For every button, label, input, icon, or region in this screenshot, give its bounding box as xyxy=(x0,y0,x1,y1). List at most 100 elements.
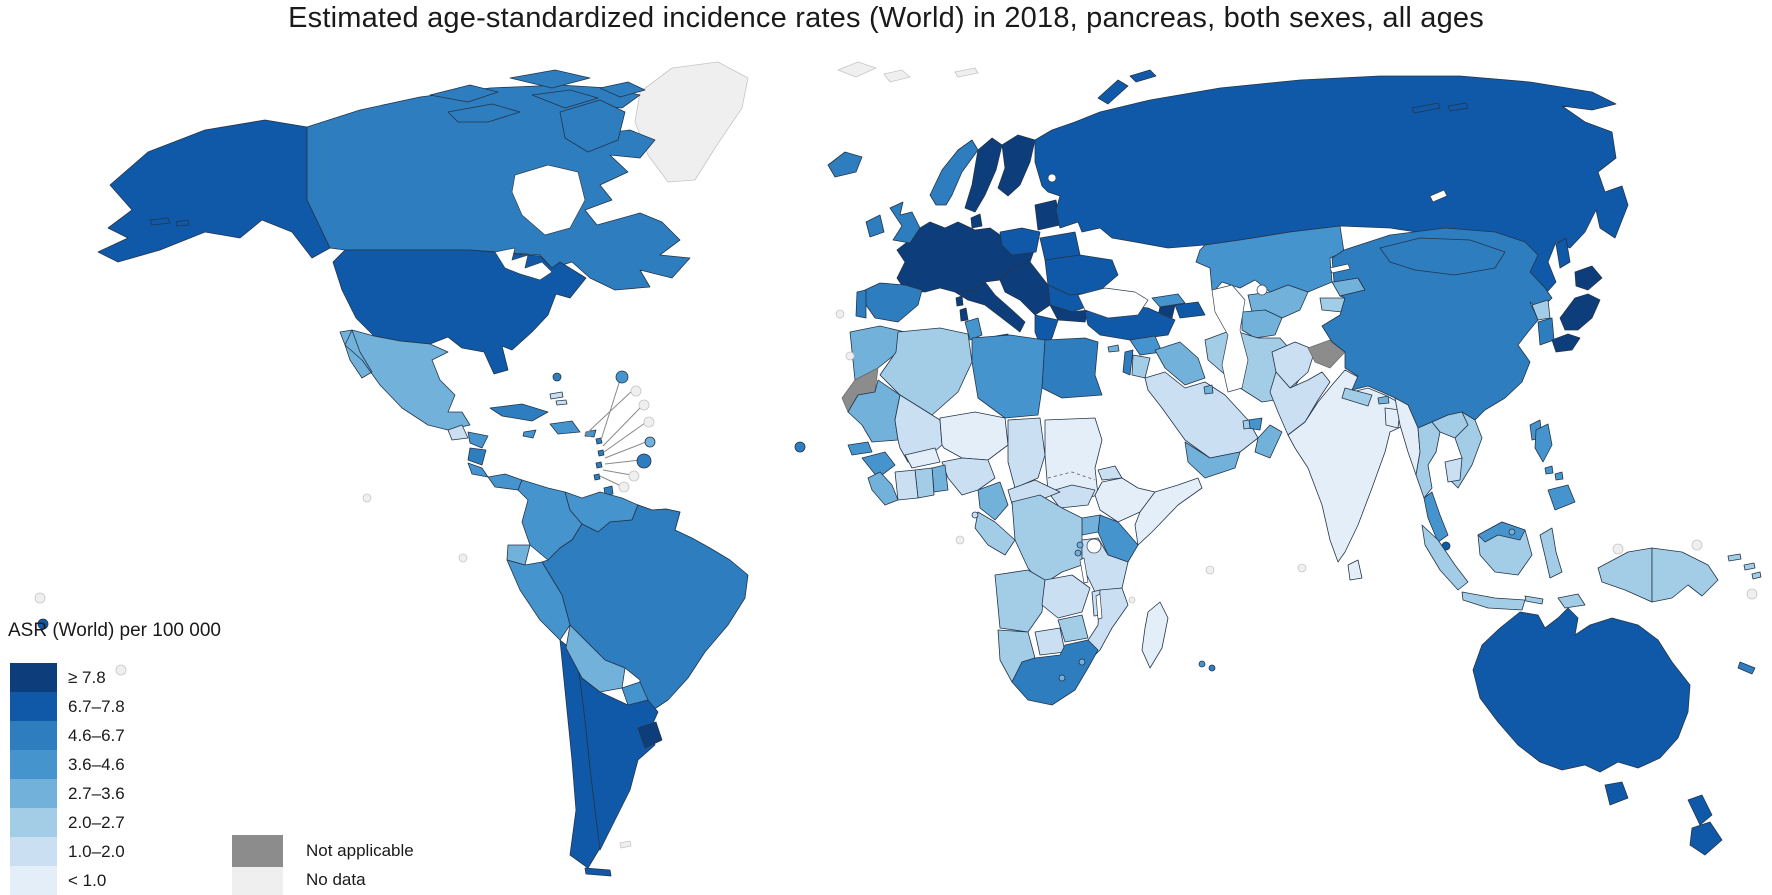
country-angola[interactable] xyxy=(994,569,1046,633)
country-trinidad[interactable] xyxy=(603,485,614,496)
country-denmark[interactable] xyxy=(970,213,983,229)
country-rwanda[interactable] xyxy=(1076,541,1084,549)
island-circle[interactable] xyxy=(115,664,127,676)
country-senegal[interactable] xyxy=(847,441,873,456)
country-cape-verde[interactable] xyxy=(794,441,806,453)
country-poland[interactable] xyxy=(999,227,1041,256)
region-balkans[interactable] xyxy=(999,261,1051,316)
country-papua-new-guinea[interactable] xyxy=(1651,547,1719,603)
country-azerbaijan[interactable] xyxy=(1174,301,1206,319)
island-madeira[interactable] xyxy=(835,309,845,319)
island-circle[interactable] xyxy=(34,592,46,604)
country-ireland[interactable] xyxy=(865,214,885,238)
country-botswana[interactable] xyxy=(1034,627,1066,656)
caribbean-island-circle[interactable] xyxy=(643,416,655,428)
country-canada-arctic-islands[interactable] xyxy=(429,69,646,153)
country-iceland[interactable] xyxy=(827,151,863,178)
country-thailand[interactable] xyxy=(1415,421,1441,499)
country-malaysia-borneo[interactable] xyxy=(1477,521,1526,543)
country-south-korea[interactable] xyxy=(1537,317,1555,346)
country-sierra-leone-liberia[interactable] xyxy=(867,471,899,506)
region-kashmir[interactable] xyxy=(1307,339,1346,369)
country-uganda[interactable] xyxy=(1081,514,1101,536)
country-hispaniola[interactable] xyxy=(549,420,581,435)
caribbean-island-circle[interactable] xyxy=(630,385,642,397)
caribbean-island-circle[interactable] xyxy=(628,470,640,482)
country-brunei[interactable] xyxy=(1508,528,1516,536)
country-somalia[interactable] xyxy=(1134,477,1203,546)
country-turkmenistan[interactable] xyxy=(1241,309,1283,339)
country-new-caledonia[interactable] xyxy=(1737,661,1756,675)
country-usa-hawaii[interactable] xyxy=(37,618,49,630)
country-nepal[interactable] xyxy=(1341,387,1373,407)
country-jordan[interactable] xyxy=(1131,354,1151,379)
country-jamaica[interactable] xyxy=(522,429,537,439)
country-eritrea[interactable] xyxy=(1097,465,1123,481)
country-bahamas[interactable] xyxy=(549,391,568,406)
country-mozambique[interactable] xyxy=(1084,587,1129,663)
island-circle[interactable] xyxy=(1691,539,1703,551)
country-bolivia[interactable] xyxy=(565,624,626,693)
country-drc[interactable] xyxy=(1011,494,1083,586)
island-circle[interactable] xyxy=(362,493,372,503)
country-russia[interactable] xyxy=(1034,75,1629,303)
country-united-kingdom[interactable] xyxy=(889,201,921,244)
country-egypt[interactable] xyxy=(1041,337,1103,399)
country-sri-lanka[interactable] xyxy=(1347,559,1363,581)
country-qatar[interactable] xyxy=(1242,419,1251,430)
country-north-korea[interactable] xyxy=(1531,299,1551,321)
country-lesotho[interactable] xyxy=(1058,674,1066,682)
country-malaysia-peninsular[interactable] xyxy=(1423,491,1449,543)
country-guinea[interactable] xyxy=(861,451,896,479)
caribbean-island-circle[interactable] xyxy=(636,453,652,469)
country-russia-sakhalin[interactable] xyxy=(1555,237,1571,269)
country-maldives[interactable] xyxy=(1297,563,1307,573)
country-australia[interactable] xyxy=(1472,607,1691,806)
country-nigeria[interactable] xyxy=(941,457,996,496)
island-circle[interactable] xyxy=(458,553,468,563)
country-uruguay[interactable] xyxy=(637,721,663,749)
country-bermuda[interactable] xyxy=(552,372,562,382)
country-bhutan[interactable] xyxy=(1377,395,1390,405)
country-norway[interactable] xyxy=(929,139,979,206)
country-niger[interactable] xyxy=(939,411,1009,461)
country-cuba[interactable] xyxy=(489,403,549,422)
country-timor-leste[interactable] xyxy=(1557,593,1586,609)
country-libya[interactable] xyxy=(971,334,1046,419)
caribbean-island-circle[interactable] xyxy=(638,399,650,411)
country-burkina-faso[interactable] xyxy=(904,447,941,469)
caribbean-island-circle[interactable] xyxy=(644,436,656,448)
country-bangladesh[interactable] xyxy=(1384,407,1401,429)
country-iraq[interactable] xyxy=(1154,341,1206,386)
country-cameroon[interactable] xyxy=(977,481,1009,521)
country-zimbabwe[interactable] xyxy=(1057,614,1089,643)
country-mongolia[interactable] xyxy=(1379,237,1506,276)
country-kuwait[interactable] xyxy=(1203,384,1214,395)
country-falkland-islands[interactable] xyxy=(619,840,632,849)
island-circle[interactable] xyxy=(1612,543,1624,555)
country-zambia[interactable] xyxy=(1041,574,1091,619)
country-algeria[interactable] xyxy=(879,327,973,416)
country-russia-arctic-islands[interactable] xyxy=(1097,69,1469,114)
country-japan[interactable] xyxy=(1551,265,1603,353)
country-fiji[interactable] xyxy=(1746,588,1758,600)
island-canary[interactable] xyxy=(845,351,855,361)
country-comoros[interactable] xyxy=(1128,596,1136,604)
country-yemen[interactable] xyxy=(1184,441,1241,479)
country-chad[interactable] xyxy=(1007,417,1046,489)
country-paraguay[interactable] xyxy=(621,681,649,706)
country-mauritius[interactable] xyxy=(1198,660,1206,668)
country-panama[interactable] xyxy=(487,473,523,491)
country-lesser-antilles[interactable] xyxy=(593,437,605,481)
country-philippines[interactable] xyxy=(1534,423,1576,511)
country-madagascar[interactable] xyxy=(1141,601,1169,669)
country-seychelles[interactable] xyxy=(1205,565,1215,575)
country-solomon-islands[interactable] xyxy=(1727,553,1762,580)
country-usa[interactable] xyxy=(332,249,587,375)
country-indonesia[interactable] xyxy=(1421,521,1653,611)
country-eswatini[interactable] xyxy=(1078,658,1086,666)
country-finland[interactable] xyxy=(997,134,1036,197)
country-burundi[interactable] xyxy=(1074,549,1082,557)
country-cambodia[interactable] xyxy=(1444,457,1463,483)
country-portugal[interactable] xyxy=(855,289,867,319)
